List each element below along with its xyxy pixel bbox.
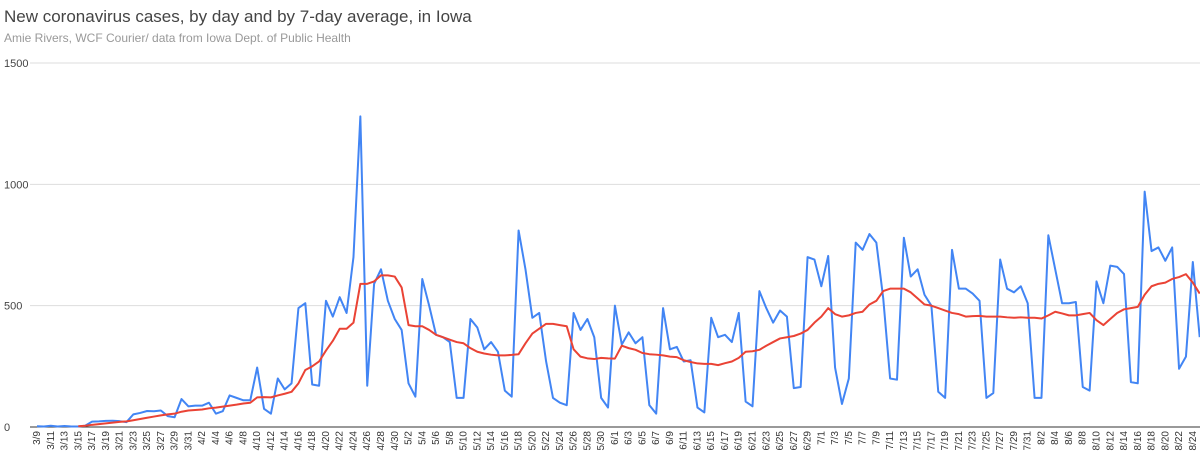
x-tick-label: 4/18 — [307, 431, 318, 451]
x-tick-label: 6/13 — [692, 431, 703, 451]
x-tick-label: 4/16 — [293, 431, 304, 451]
x-tick-label: 8/22 — [1174, 431, 1185, 451]
x-tick-label: 5/20 — [527, 431, 538, 451]
x-tick-label: 4/28 — [376, 431, 387, 451]
x-tick-label: 7/3 — [830, 431, 841, 445]
x-tick-label: 3/15 — [73, 431, 84, 451]
x-tick-label: 4/8 — [238, 431, 249, 445]
x-tick-label: 4/24 — [348, 431, 359, 451]
x-tick-label: 6/1 — [610, 431, 621, 445]
x-tick-label: 5/10 — [459, 431, 470, 451]
x-tick-label: 5/2 — [404, 431, 415, 445]
x-tick-label: 8/2 — [1036, 431, 1047, 445]
x-tick-label: 6/19 — [734, 431, 745, 451]
x-tick-label: 5/24 — [555, 431, 566, 451]
x-tick-label: 7/25 — [981, 431, 992, 451]
x-tick-label: 4/26 — [362, 431, 373, 451]
x-tick-label: 6/7 — [651, 431, 662, 445]
y-tick-label: 0 — [4, 422, 10, 434]
x-tick-label: 7/29 — [1009, 431, 1020, 451]
x-tick-label: 3/25 — [142, 431, 153, 451]
x-tick-label: 7/5 — [844, 431, 855, 445]
x-tick-label: 8/14 — [1119, 431, 1130, 451]
x-tick-label: 5/22 — [541, 431, 552, 451]
x-tick-label: 5/30 — [596, 431, 607, 451]
x-tick-label: 8/16 — [1133, 431, 1144, 451]
y-tick-label: 1500 — [4, 58, 28, 70]
x-tick-label: 7/1 — [816, 431, 827, 445]
x-tick-label: 5/6 — [431, 431, 442, 445]
x-tick-label: 3/31 — [183, 431, 194, 451]
y-tick-label: 1000 — [4, 179, 28, 191]
x-tick-label: 6/27 — [789, 431, 800, 451]
x-tick-label: 3/29 — [170, 431, 181, 451]
x-tick-label: 4/30 — [390, 431, 401, 451]
x-tick-label: 5/4 — [417, 431, 428, 445]
x-tick-label: 5/14 — [486, 431, 497, 451]
x-tick-label: 6/5 — [637, 431, 648, 445]
x-tick-label: 7/19 — [940, 431, 951, 451]
x-tick-label: 8/10 — [1092, 431, 1103, 451]
x-tick-label: 6/15 — [706, 431, 717, 451]
x-tick-label: 5/12 — [472, 431, 483, 451]
x-tick-label: 7/31 — [1023, 431, 1034, 451]
x-tick-label: 8/8 — [1078, 431, 1089, 445]
x-tick-label: 3/23 — [128, 431, 139, 451]
x-tick-label: 8/12 — [1105, 431, 1116, 451]
x-tick-label: 3/17 — [87, 431, 98, 451]
x-tick-label: 4/20 — [321, 431, 332, 451]
series-line — [78, 273, 1200, 428]
x-tick-label: 5/16 — [500, 431, 511, 451]
x-tick-label: 8/4 — [1050, 431, 1061, 445]
x-tick-label: 6/9 — [665, 431, 676, 445]
series-line — [36, 115, 1200, 428]
x-tick-label: 7/17 — [926, 431, 937, 451]
x-tick-label: 7/21 — [954, 431, 965, 451]
x-tick-label: 3/13 — [60, 431, 71, 451]
x-tick-label: 4/2 — [197, 431, 208, 445]
x-tick-label: 4/4 — [211, 431, 222, 445]
x-tick-label: 5/28 — [582, 431, 593, 451]
x-tick-label: 4/22 — [335, 431, 346, 451]
x-tick-label: 8/20 — [1160, 431, 1171, 451]
x-tick-label: 6/25 — [775, 431, 786, 451]
x-tick-label: 3/19 — [101, 431, 112, 451]
x-tick-label: 4/12 — [266, 431, 277, 451]
x-tick-label: 5/26 — [569, 431, 580, 451]
x-tick-label: 4/14 — [280, 431, 291, 451]
x-tick-label: 6/21 — [748, 431, 759, 451]
x-tick-label: 4/6 — [225, 431, 236, 445]
x-tick-label: 3/21 — [115, 431, 126, 451]
x-tick-label: 7/11 — [885, 431, 896, 450]
x-tick-label: 6/3 — [624, 431, 635, 445]
x-tick-label: 6/17 — [720, 431, 731, 451]
x-tick-label: 3/9 — [32, 431, 43, 445]
x-tick-label: 7/7 — [858, 431, 869, 445]
x-tick-label: 8/6 — [1064, 431, 1075, 445]
y-tick-label: 500 — [4, 301, 22, 313]
chart-subtitle: Amie Rivers, WCF Courier/ data from Iowa… — [4, 31, 351, 45]
x-tick-label: 8/24 — [1188, 431, 1199, 451]
x-tick-label: 5/18 — [514, 431, 525, 451]
x-tick-label: 6/29 — [803, 431, 814, 451]
x-tick-label: 7/13 — [899, 431, 910, 451]
chart-title: New coronavirus cases, by day and by 7-d… — [4, 7, 472, 26]
x-tick-label: 6/23 — [761, 431, 772, 451]
x-tick-label: 7/27 — [995, 431, 1006, 451]
x-tick-label: 6/11 — [679, 431, 690, 450]
x-tick-label: 7/9 — [871, 431, 882, 445]
x-tick-label: 7/23 — [968, 431, 979, 451]
x-tick-label: 8/18 — [1147, 431, 1158, 451]
x-tick-label: 3/11 — [46, 431, 57, 450]
x-tick-label: 7/15 — [913, 431, 924, 451]
x-tick-label: 5/8 — [445, 431, 456, 445]
x-tick-label: 3/27 — [156, 431, 167, 451]
x-tick-label: 4/10 — [252, 431, 263, 451]
